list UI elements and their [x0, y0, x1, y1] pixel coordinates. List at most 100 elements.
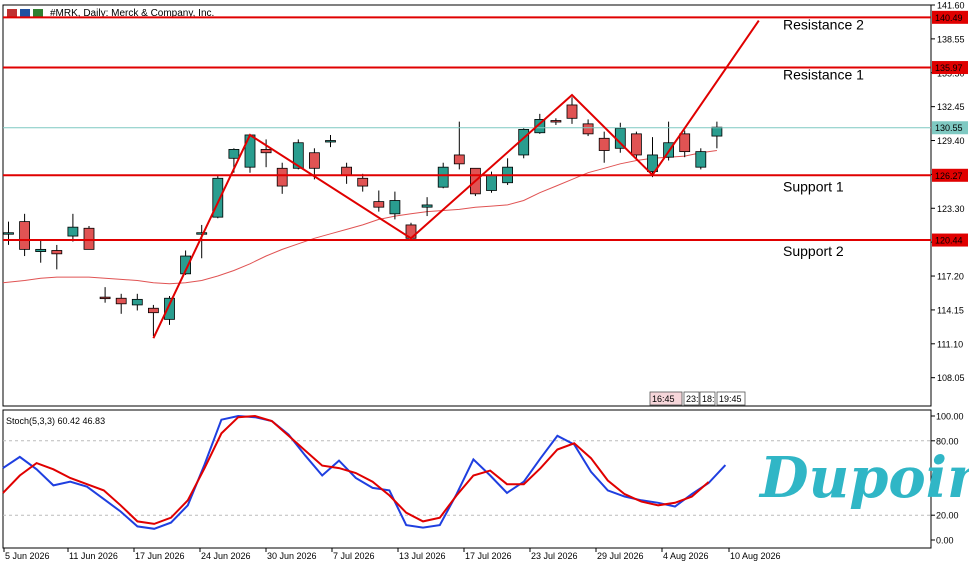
time-tick-label: 5 Jun 2026 [5, 551, 50, 561]
candle-body [308, 152, 320, 169]
stochastic-tick-label: 80.00 [936, 436, 959, 446]
session-marker[interactable]: 16:45 [649, 391, 683, 406]
time-tick-label: 29 Jul 2026 [597, 551, 644, 561]
candle [631, 131, 642, 159]
candle-body [99, 296, 111, 300]
session-marker[interactable]: 23: [683, 391, 700, 406]
stochastic-main-line [2, 414, 727, 530]
session-marker-box[interactable] [649, 391, 683, 406]
level-label: Support 2 [783, 243, 844, 259]
candle-body [35, 248, 47, 252]
brand-logo-text: Dupoin [758, 445, 969, 511]
level-price-tag [932, 61, 968, 75]
current-price-label: 130.55 [935, 123, 963, 133]
time-tick-label: 17 Jul 2026 [465, 551, 512, 561]
candle-body [421, 204, 433, 208]
time-axis: 5 Jun 2026 11 Jun 2026 17 Jun 2026 24 Jun 2… [3, 548, 781, 561]
stochastic-panel [2, 409, 932, 549]
period-icon[interactable] [20, 9, 30, 17]
price-panel [2, 4, 932, 407]
candle-body [534, 119, 546, 134]
candle-body [51, 250, 63, 255]
candle-body [3, 232, 14, 235]
time-tick-label: 4 Aug 2026 [663, 551, 709, 561]
candle [550, 118, 562, 125]
candle [308, 148, 320, 180]
price-tick-label: 114.15 [937, 305, 964, 315]
level-price-tag [932, 168, 968, 182]
candle-body [19, 221, 31, 250]
candle-body [437, 166, 449, 188]
zigzag-polyline [152, 20, 760, 339]
candle [83, 226, 95, 250]
candle-body [325, 140, 336, 143]
candle-body [631, 133, 642, 156]
candle [67, 213, 79, 242]
time-tick-label: 17 Jun 2026 [135, 551, 185, 561]
candle-body [566, 104, 578, 119]
candle-body [292, 142, 304, 169]
chart-type-icon[interactable] [7, 9, 17, 17]
candle [115, 293, 127, 314]
level-price-label: 140.49 [935, 13, 963, 23]
candle-body [228, 149, 240, 159]
candle [99, 287, 111, 303]
zigzag-line [152, 20, 760, 339]
candle [212, 176, 224, 219]
candle-body [196, 232, 208, 235]
stochastic-lines [2, 414, 727, 530]
candle-body [260, 149, 272, 154]
price-tick-label: 129.40 [937, 136, 965, 146]
candle-body [486, 174, 497, 191]
candle-body [453, 154, 465, 165]
candle-body [695, 151, 707, 168]
candle-body [389, 200, 401, 215]
candle-body [131, 298, 143, 306]
level-price-label: 135.97 [935, 63, 963, 73]
candle [695, 148, 707, 170]
candle [244, 133, 256, 173]
candle [292, 139, 304, 170]
candle [196, 224, 208, 259]
candle [389, 191, 401, 220]
template-icon[interactable] [33, 9, 43, 17]
price-tick-label: 117.20 [937, 272, 964, 282]
session-marker[interactable]: 18: [699, 391, 716, 406]
time-tick-label: 10 Aug 2026 [730, 551, 781, 561]
level-label: Resistance 2 [783, 16, 864, 32]
candle-body [212, 177, 224, 218]
price-tick-label: 108.05 [937, 373, 965, 383]
candle [35, 239, 47, 263]
candle [647, 137, 658, 178]
candle-body [582, 123, 594, 135]
time-tick-label: 7 Jul 2026 [333, 551, 375, 561]
candle-body [373, 201, 385, 208]
candle [147, 304, 159, 337]
candle [453, 121, 465, 170]
candle [357, 173, 369, 192]
candle-body [341, 166, 353, 176]
candle [711, 121, 723, 149]
session-marker[interactable]: 19:45 [716, 391, 746, 406]
session-marker-label: 18: [702, 394, 715, 404]
moving-average-line [2, 150, 717, 285]
candle-body [647, 154, 658, 173]
candle-body [276, 167, 288, 187]
price-tick-label: 141.60 [937, 1, 965, 11]
session-marker-label: 16:45 [652, 394, 675, 404]
stochastic-label: Stoch(5,3,3) 60.42 46.83 [6, 416, 105, 426]
session-markers[interactable]: 16:45 23: 18: 19:45 [649, 391, 746, 406]
stochastic-tick-label: 0.00 [936, 536, 954, 546]
candle [518, 128, 530, 159]
session-marker-box[interactable] [683, 391, 700, 406]
session-marker-box[interactable] [716, 391, 746, 406]
symbol-label: #MRK, Daily: Merck & Company, Inc. [50, 8, 214, 19]
session-marker-label: 19:45 [719, 394, 742, 404]
session-marker-box[interactable] [699, 391, 716, 406]
level-price-tag [932, 10, 968, 24]
brand-logo: Dupoin [758, 445, 969, 511]
stochastic-tick-label: 100.00 [936, 412, 964, 422]
time-tick-label: 11 Jun 2026 [69, 551, 118, 561]
stochastic-signal-line [2, 414, 710, 525]
